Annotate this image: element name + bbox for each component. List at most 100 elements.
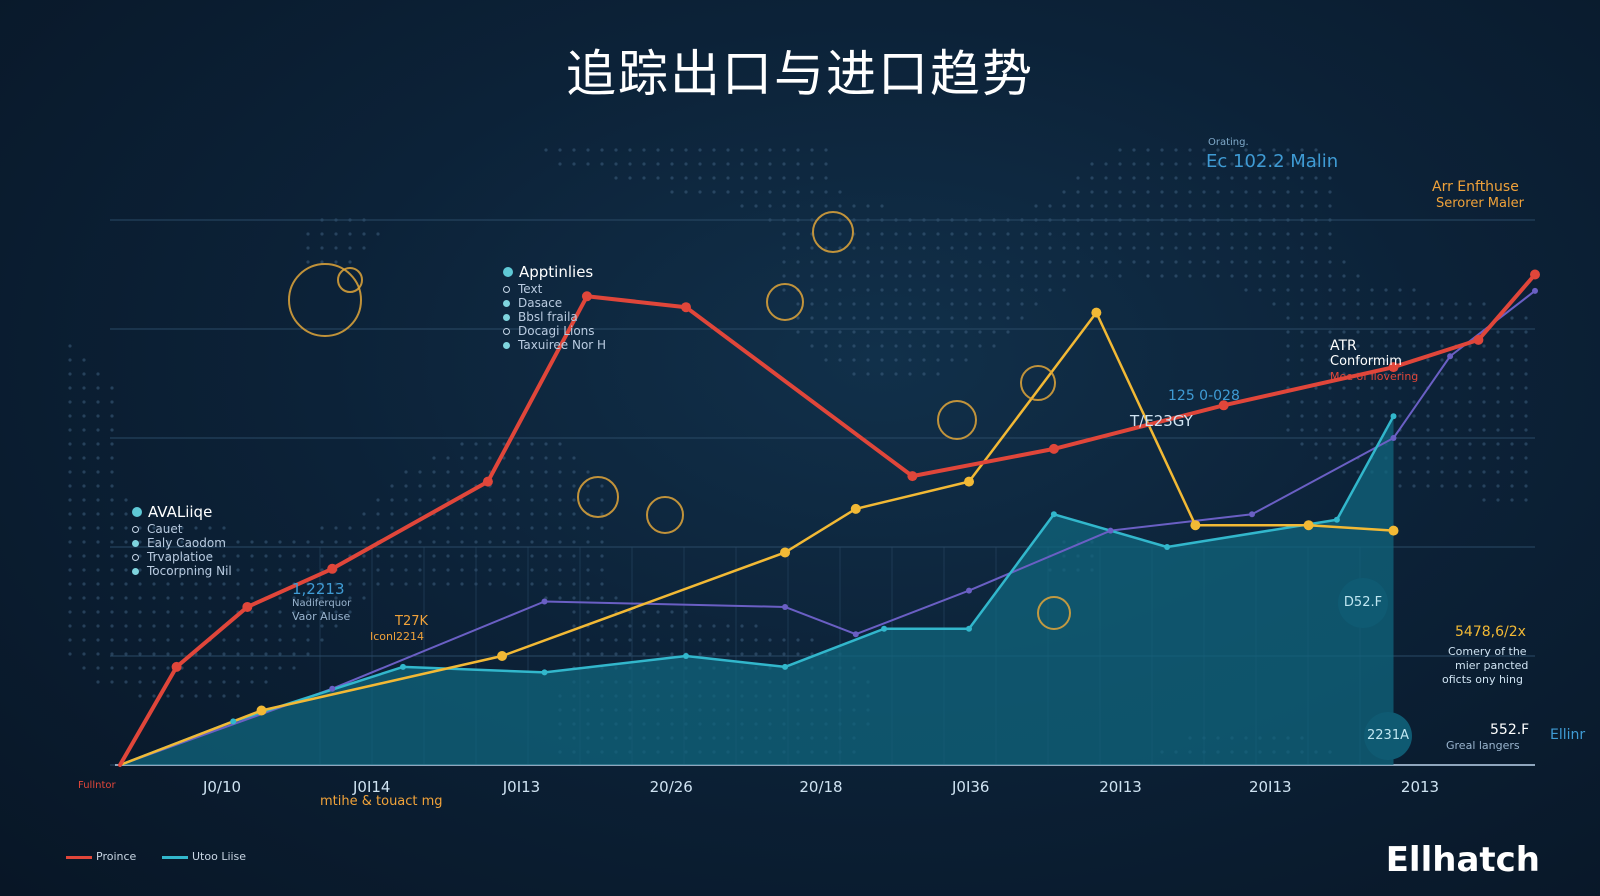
map-dot — [502, 540, 506, 544]
map-dot — [656, 610, 660, 614]
map-dot — [418, 526, 422, 530]
map-dot — [796, 330, 800, 334]
map-dot — [194, 610, 198, 614]
map-dot — [334, 582, 338, 586]
map-dot — [1510, 470, 1514, 474]
map-dot — [908, 288, 912, 292]
map-dot — [180, 638, 184, 642]
map-dot — [978, 316, 982, 320]
map-dot — [1314, 162, 1318, 166]
map-dot — [404, 540, 408, 544]
map-dot — [404, 470, 408, 474]
map-dot — [810, 162, 814, 166]
map-dot — [1384, 302, 1388, 306]
map-dot — [852, 358, 856, 362]
map-dot — [418, 512, 422, 516]
map-dot — [1118, 176, 1122, 180]
map-dot — [292, 568, 296, 572]
map-dot — [852, 330, 856, 334]
map-dot — [460, 470, 464, 474]
data-point — [1333, 516, 1340, 523]
map-dot — [894, 288, 898, 292]
bullet-icon — [132, 554, 139, 561]
map-dot — [908, 260, 912, 264]
map-dot — [362, 540, 366, 544]
annotation-mid-1: 125 0-028 — [1168, 388, 1240, 404]
map-dot — [992, 344, 996, 348]
map-dot — [1300, 302, 1304, 306]
map-dot — [446, 568, 450, 572]
map-dot — [558, 582, 562, 586]
map-dot — [222, 582, 226, 586]
map-dot — [1440, 344, 1444, 348]
map-dot — [124, 624, 128, 628]
map-dot — [866, 344, 870, 348]
map-dot — [166, 624, 170, 628]
map-dot — [1356, 386, 1360, 390]
map-dot — [838, 260, 842, 264]
map-dot — [908, 330, 912, 334]
map-dot — [852, 260, 856, 264]
map-dot — [642, 148, 646, 152]
map-dot — [152, 694, 156, 698]
data-point — [1091, 307, 1102, 318]
map-dot — [320, 582, 324, 586]
map-dot — [110, 470, 114, 474]
map-dot — [250, 624, 254, 628]
map-dot — [754, 162, 758, 166]
map-dot — [1244, 190, 1248, 194]
map-dot — [390, 526, 394, 530]
legend-panel-top: Apptinlies Text Dasace Bbsl fraila Docag… — [503, 265, 606, 352]
map-dot — [1286, 372, 1290, 376]
map-dot — [852, 246, 856, 250]
map-dot — [68, 540, 72, 544]
annotation-left-big: 1,2213 — [292, 580, 345, 598]
map-dot — [1216, 162, 1220, 166]
map-dot — [152, 638, 156, 642]
map-dot — [852, 274, 856, 278]
map-dot — [1426, 484, 1430, 488]
map-dot — [572, 554, 576, 558]
map-dot — [894, 316, 898, 320]
map-dot — [572, 526, 576, 530]
data-point — [850, 503, 861, 514]
map-dot — [1496, 470, 1500, 474]
map-dot — [278, 568, 282, 572]
panel-left-item: Tocorpning Nil — [132, 564, 232, 578]
map-dot — [278, 652, 282, 656]
bullet-icon — [503, 267, 513, 277]
map-dot — [306, 582, 310, 586]
map-dot — [880, 232, 884, 236]
map-dot — [852, 372, 856, 376]
map-dot — [1006, 246, 1010, 250]
map-dot — [166, 568, 170, 572]
map-dot — [82, 428, 86, 432]
map-dot — [1524, 400, 1528, 404]
map-dot — [978, 232, 982, 236]
map-dot — [1524, 414, 1528, 418]
map-dot — [824, 190, 828, 194]
map-dot — [1412, 400, 1416, 404]
map-dot — [446, 526, 450, 530]
panel-top-item: Docagi Lions — [503, 324, 606, 338]
map-dot — [96, 638, 100, 642]
map-dot — [1174, 148, 1178, 152]
map-dot — [1454, 372, 1458, 376]
map-dot — [782, 274, 786, 278]
map-dot — [628, 652, 632, 656]
map-dot — [1398, 288, 1402, 292]
map-dot — [1454, 428, 1458, 432]
map-dot — [1398, 442, 1402, 446]
map-dot — [68, 610, 72, 614]
map-dot — [1454, 316, 1458, 320]
map-dot — [166, 666, 170, 670]
map-dot — [362, 232, 366, 236]
map-dot — [348, 568, 352, 572]
map-dot — [68, 470, 72, 474]
map-dot — [110, 666, 114, 670]
map-dot — [992, 316, 996, 320]
map-dot — [866, 330, 870, 334]
map-dot — [1132, 260, 1136, 264]
map-dot — [572, 540, 576, 544]
map-dot — [1454, 386, 1458, 390]
